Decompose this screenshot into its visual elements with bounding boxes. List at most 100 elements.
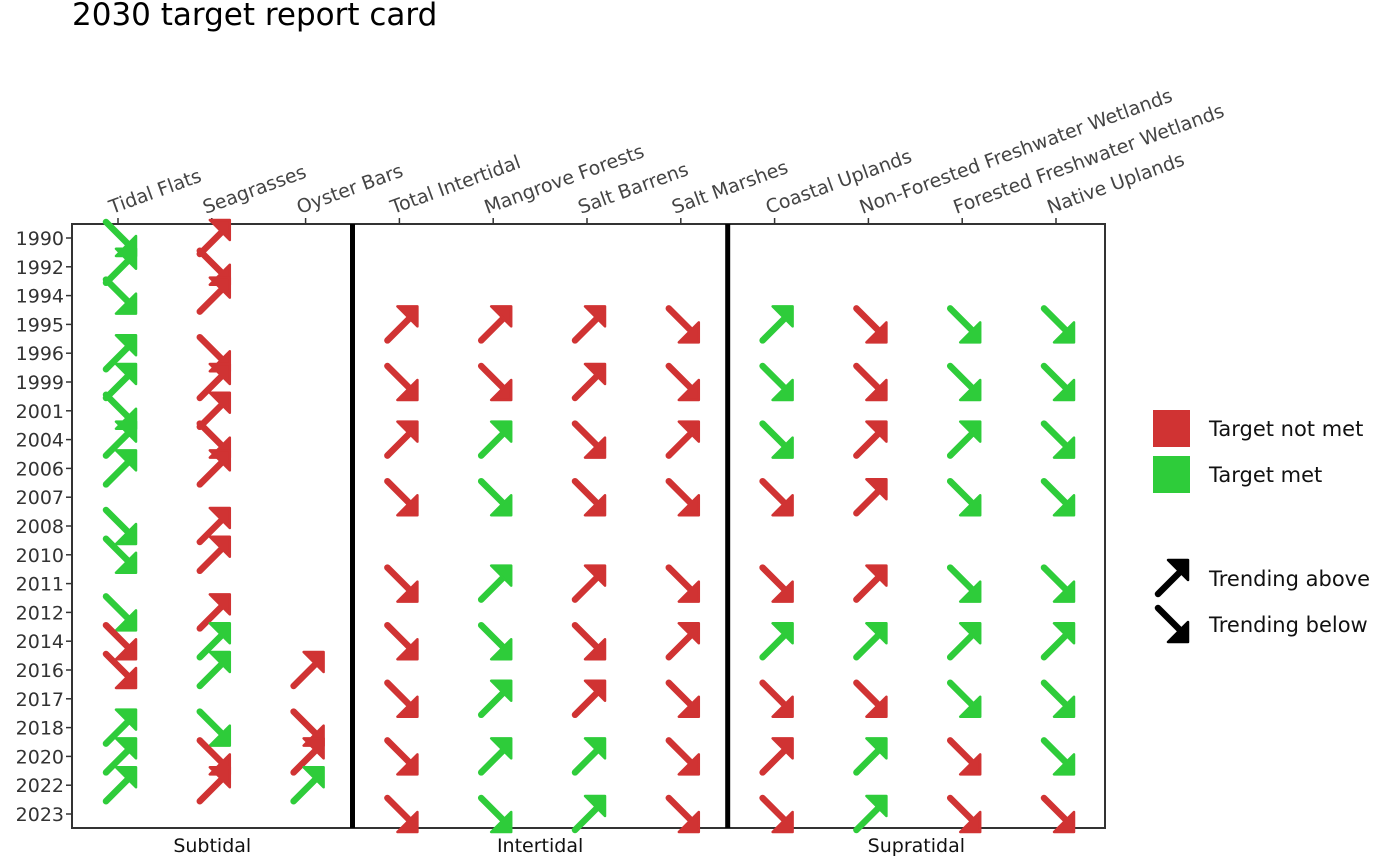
arrow-native-uplands-1999	[1040, 362, 1076, 402]
y-tick-label-1992: 1992	[16, 257, 64, 279]
arrow-salt-marshes-2023	[665, 794, 701, 834]
arrow-tidal-flats-2018	[102, 708, 138, 747]
arrow-forested-freshwater-wetlands-2004	[946, 420, 982, 459]
arrow-mangrove-forests-2004	[477, 420, 513, 459]
arrow-native-uplands-2004	[1040, 420, 1076, 459]
arrow-oyster-bars-2020	[290, 737, 325, 776]
arrow-total-intertidal-1995	[384, 305, 419, 344]
arrow-non-forested-freshwater-wetlands-2020	[853, 737, 888, 776]
arrow-mangrove-forests-2017	[477, 679, 513, 719]
arrow-non-forested-freshwater-wetlands-2023	[853, 794, 888, 834]
arrow-salt-barrens-2014	[571, 621, 607, 661]
arrow-salt-marshes-1999	[665, 362, 701, 402]
y-tick-label-1994: 1994	[16, 286, 64, 308]
arrow-tidal-flats-1992	[102, 247, 138, 287]
chart-title: 2030 target report card	[72, 0, 437, 33]
arrow-seagrasses-2014	[196, 621, 232, 661]
arrow-coastal-uplands-2023	[759, 794, 794, 834]
legend-layer: Target not met Target met Trending above Tr…	[1153, 410, 1370, 644]
marks-layer	[102, 218, 1076, 834]
y-tick-label-2017: 2017	[16, 689, 64, 711]
arrow-tidal-flats-2010	[102, 535, 138, 575]
y-tick-label-2011: 2011	[16, 574, 64, 596]
legend-label-target-not-met: Target not met	[1208, 417, 1363, 441]
arrow-seagrasses-1990	[196, 218, 232, 258]
arrow-oyster-bars-2022	[290, 765, 325, 805]
arrow-forested-freshwater-wetlands-1999	[946, 362, 982, 402]
arrow-mangrove-forests-2020	[477, 737, 513, 776]
y-tick-label-2008: 2008	[16, 516, 64, 538]
y-tick-label-2023: 2023	[16, 804, 64, 826]
legend-label-trending-below: Trending below	[1208, 613, 1368, 637]
arrow-tidal-flats-2008	[102, 506, 138, 546]
arrow-tidal-flats-2004	[102, 420, 138, 459]
arrow-tidal-flats-1994	[102, 276, 138, 315]
arrow-non-forested-freshwater-wetlands-1995	[853, 305, 888, 344]
arrow-native-uplands-2014	[1040, 621, 1076, 661]
arrow-total-intertidal-2017	[384, 679, 419, 719]
y-tick-label-2014: 2014	[16, 631, 64, 653]
arrow-total-intertidal-2004	[384, 420, 419, 459]
arrow-forested-freshwater-wetlands-2023	[946, 794, 982, 834]
arrow-mangrove-forests-2007	[477, 477, 513, 517]
y-tick-label-2022: 2022	[16, 775, 64, 797]
y-tick-label-2016: 2016	[16, 660, 64, 682]
arrow-coastal-uplands-2011	[759, 564, 794, 603]
arrow-seagrasses-1999	[196, 362, 232, 402]
arrow-total-intertidal-2023	[384, 794, 419, 834]
arrow-native-uplands-2011	[1040, 564, 1076, 603]
arrow-total-intertidal-2007	[384, 477, 419, 517]
legend-label-target-met: Target met	[1208, 463, 1322, 487]
arrow-mangrove-forests-2023	[477, 794, 513, 834]
group-label-intertidal: Intertidal	[497, 835, 583, 857]
legend-swatch-target-not-met	[1153, 410, 1190, 447]
arrow-coastal-uplands-1995	[759, 305, 794, 344]
arrow-tidal-flats-2006	[102, 449, 138, 488]
arrow-oyster-bars-2016	[290, 650, 325, 690]
arrow-native-uplands-2020	[1040, 737, 1076, 776]
arrow-salt-marshes-2011	[665, 564, 701, 603]
arrow-forested-freshwater-wetlands-2011	[946, 564, 982, 603]
arrow-seagrasses-1994	[196, 276, 232, 315]
arrow-salt-barrens-2007	[571, 477, 607, 517]
y-tick-label-2010: 2010	[16, 545, 64, 567]
arrow-seagrasses-2008	[196, 506, 232, 546]
arrow-coastal-uplands-1999	[759, 362, 794, 402]
arrow-mangrove-forests-2014	[477, 621, 513, 661]
y-tick-label-2020: 2020	[16, 746, 64, 768]
arrow-coastal-uplands-2020	[759, 737, 794, 776]
arrow-seagrasses-2010	[196, 535, 232, 575]
legend-arrow-trending-below	[1154, 604, 1190, 644]
arrow-coastal-uplands-2017	[759, 679, 794, 719]
arrow-total-intertidal-2020	[384, 737, 419, 776]
arrow-salt-barrens-2023	[571, 794, 607, 834]
y-tick-label-2012: 2012	[16, 602, 64, 624]
y-tick-label-2004: 2004	[16, 430, 64, 452]
arrow-non-forested-freshwater-wetlands-2011	[853, 564, 888, 603]
arrow-salt-marshes-2007	[665, 477, 701, 517]
arrow-native-uplands-2017	[1040, 679, 1076, 719]
arrow-salt-barrens-1995	[571, 305, 607, 344]
arrow-native-uplands-2007	[1040, 477, 1076, 517]
arrow-non-forested-freshwater-wetlands-2014	[853, 621, 888, 661]
arrow-non-forested-freshwater-wetlands-1999	[853, 362, 888, 402]
arrow-tidal-flats-2022	[102, 765, 138, 805]
arrow-total-intertidal-1999	[384, 362, 419, 402]
arrow-tidal-flats-2020	[102, 737, 138, 776]
y-tick-label-2007: 2007	[16, 487, 64, 509]
arrow-forested-freshwater-wetlands-2014	[946, 621, 982, 661]
arrow-total-intertidal-2011	[384, 564, 419, 603]
arrow-seagrasses-2006	[196, 449, 232, 488]
arrow-non-forested-freshwater-wetlands-2004	[853, 420, 888, 459]
legend-swatch-target-met	[1153, 456, 1190, 493]
arrow-tidal-flats-1996	[102, 333, 138, 373]
group-label-supratidal: Supratidal	[868, 835, 965, 857]
legend-label-trending-above: Trending above	[1208, 567, 1370, 591]
x-tick-label-mangrove-forests: Mangrove Forests	[481, 140, 647, 218]
y-tick-label-1999: 1999	[16, 372, 64, 394]
arrow-tidal-flats-2012	[102, 593, 138, 632]
arrow-seagrasses-2018	[196, 708, 232, 747]
x-tick-label-tidal-flats: Tidal Flats	[105, 165, 204, 219]
arrow-forested-freshwater-wetlands-2007	[946, 477, 982, 517]
